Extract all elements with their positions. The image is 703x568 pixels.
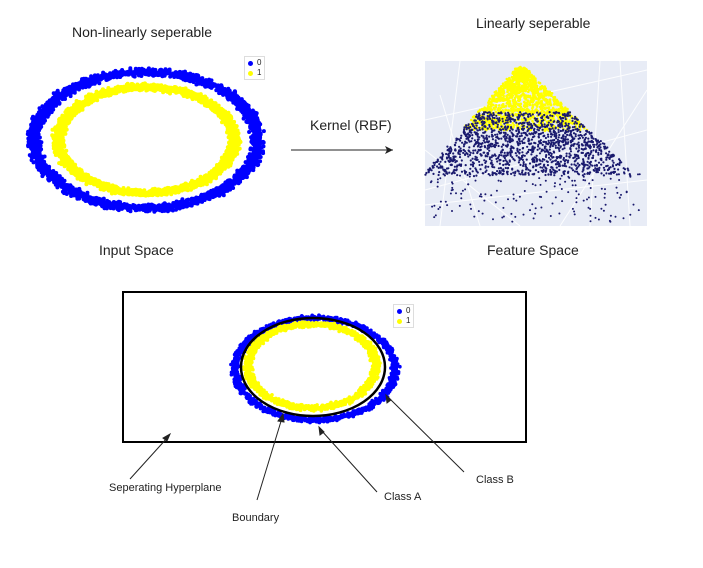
feature-space-caption: Feature Space xyxy=(487,242,579,258)
legend-label-0: 0 xyxy=(257,58,262,67)
legend-label-1: 1 xyxy=(257,68,262,77)
boundary-label: Boundary xyxy=(232,512,280,524)
boundary-ellipse xyxy=(239,316,387,418)
legend-dot-0 xyxy=(248,60,253,66)
bottom-scatter xyxy=(229,313,402,425)
class-b-label: Class B xyxy=(476,474,514,486)
legend-dot-1 xyxy=(397,318,402,324)
legend-label-1: 1 xyxy=(406,316,411,325)
annotation-arrows xyxy=(129,393,465,501)
input-space-caption: Input Space xyxy=(99,242,174,258)
class-a-label: Class A xyxy=(384,491,422,503)
legend-dot-1 xyxy=(248,70,253,76)
legend-label-0: 0 xyxy=(406,306,411,315)
bottom-legend: 0 1 xyxy=(393,304,415,328)
kernel-arrow xyxy=(291,146,393,154)
input-space-title: Non-linearly seperable xyxy=(72,24,213,40)
input-space-scatter xyxy=(25,66,266,214)
hyperplane-label: Seperating Hyperplane xyxy=(109,482,222,494)
feature-space-title: Linearly seperable xyxy=(476,15,591,31)
legend-dot-0 xyxy=(397,308,402,314)
feature-space-plot xyxy=(424,60,648,227)
kernel-label: Kernel (RBF) xyxy=(310,117,392,133)
input-space-legend: 0 1 xyxy=(244,56,266,80)
